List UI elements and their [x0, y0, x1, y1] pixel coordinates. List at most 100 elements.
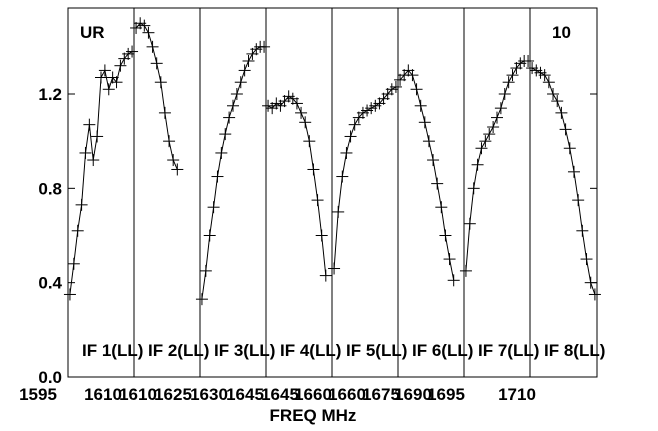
- series-label: IF 5(LL): [346, 341, 407, 360]
- data-point: [559, 123, 572, 136]
- data-point: [576, 224, 589, 237]
- x-tick-label: 1625: [154, 385, 192, 404]
- data-point: [95, 71, 107, 84]
- x-tick-label: 1645: [261, 385, 299, 404]
- data-point: [467, 182, 480, 195]
- x-tick-label: 1645: [226, 385, 264, 404]
- data-point: [487, 121, 500, 134]
- series-label: IF 3(LL): [214, 341, 275, 360]
- data-point: [158, 106, 171, 119]
- x-tick-label: 1630: [190, 385, 228, 404]
- series-line: [465, 60, 529, 271]
- data-point: [234, 76, 247, 89]
- data-point: [63, 288, 76, 301]
- data-point: [542, 76, 555, 89]
- data-point: [195, 293, 208, 306]
- data-point: [102, 83, 115, 96]
- x-tick-label: 1610: [119, 385, 157, 404]
- data-point: [230, 88, 243, 100]
- data-point: [443, 253, 456, 266]
- data-point: [315, 229, 328, 242]
- data-point: [79, 146, 92, 159]
- y-tick-label: 1.2: [38, 85, 62, 104]
- data-point: [588, 288, 601, 301]
- data-point: [146, 40, 159, 53]
- y-tick-label: 0.8: [38, 179, 62, 198]
- data-point: [150, 57, 163, 70]
- x-tick-label: 1660: [294, 385, 332, 404]
- data-point: [307, 163, 320, 176]
- data-point: [75, 198, 88, 211]
- y-tick-label: 0.4: [38, 274, 62, 293]
- data-point: [303, 135, 316, 148]
- series-line: [69, 51, 133, 295]
- data-point: [459, 264, 472, 277]
- series-label: IF 6(LL): [412, 341, 473, 360]
- panel-frame: [331, 7, 399, 378]
- data-point: [336, 170, 349, 183]
- data-point: [126, 45, 139, 58]
- data-point: [319, 269, 332, 282]
- data-point: [475, 142, 488, 155]
- data-point: [498, 88, 511, 100]
- series-line: [201, 46, 265, 300]
- series-label: IF 7(LL): [478, 341, 539, 360]
- data-point: [406, 69, 419, 82]
- series-label: IF 4(LL): [280, 341, 341, 360]
- panel-frame: [529, 7, 598, 378]
- panel-frame: [199, 7, 267, 378]
- corner-label-left: UR: [80, 23, 105, 42]
- data-point: [199, 264, 212, 277]
- series-label: IF 2(LL): [148, 341, 209, 360]
- data-point: [522, 54, 535, 67]
- series-label: IF 1(LL): [82, 341, 143, 360]
- data-point: [471, 158, 484, 171]
- data-point: [547, 88, 560, 100]
- data-point: [223, 111, 236, 124]
- data-point: [463, 217, 476, 230]
- series-line: [399, 69, 455, 281]
- data-point: [211, 170, 224, 183]
- data-point: [551, 95, 564, 108]
- data-point: [431, 177, 444, 190]
- data-point: [491, 111, 503, 124]
- series-line: [531, 67, 596, 295]
- data-point: [215, 146, 228, 159]
- data-point: [435, 201, 448, 214]
- data-point: [207, 201, 220, 214]
- x-tick-label: 1690: [394, 385, 432, 404]
- data-point: [138, 19, 151, 32]
- data-point: [427, 154, 440, 167]
- data-point: [114, 59, 127, 72]
- data-point: [584, 276, 597, 289]
- data-point: [567, 165, 580, 178]
- data-point: [290, 97, 303, 110]
- data-point: [87, 154, 100, 167]
- series-label: IF 8(LL): [544, 341, 605, 360]
- series-line: [135, 22, 178, 170]
- data-point: [311, 194, 324, 207]
- data-point: [163, 135, 176, 148]
- data-point: [580, 253, 593, 266]
- data-point: [258, 40, 271, 53]
- data-point: [348, 118, 361, 131]
- data-point: [227, 99, 239, 112]
- data-point: [238, 64, 251, 77]
- data-point: [154, 76, 167, 89]
- data-point: [203, 229, 216, 242]
- data-point: [83, 118, 96, 131]
- data-point: [502, 76, 515, 89]
- series-line: [267, 95, 327, 276]
- data-point: [422, 135, 435, 148]
- panel-frame: [265, 7, 333, 378]
- data-point: [299, 116, 312, 129]
- data-point: [332, 205, 345, 218]
- x-tick-label: 1660: [328, 385, 366, 404]
- data-point: [67, 257, 80, 270]
- data-point: [506, 69, 519, 82]
- data-point: [447, 274, 460, 287]
- data-point: [98, 64, 111, 77]
- data-point: [71, 224, 84, 237]
- data-point: [219, 128, 232, 141]
- x-axis-label: FREQ MHz: [270, 406, 357, 425]
